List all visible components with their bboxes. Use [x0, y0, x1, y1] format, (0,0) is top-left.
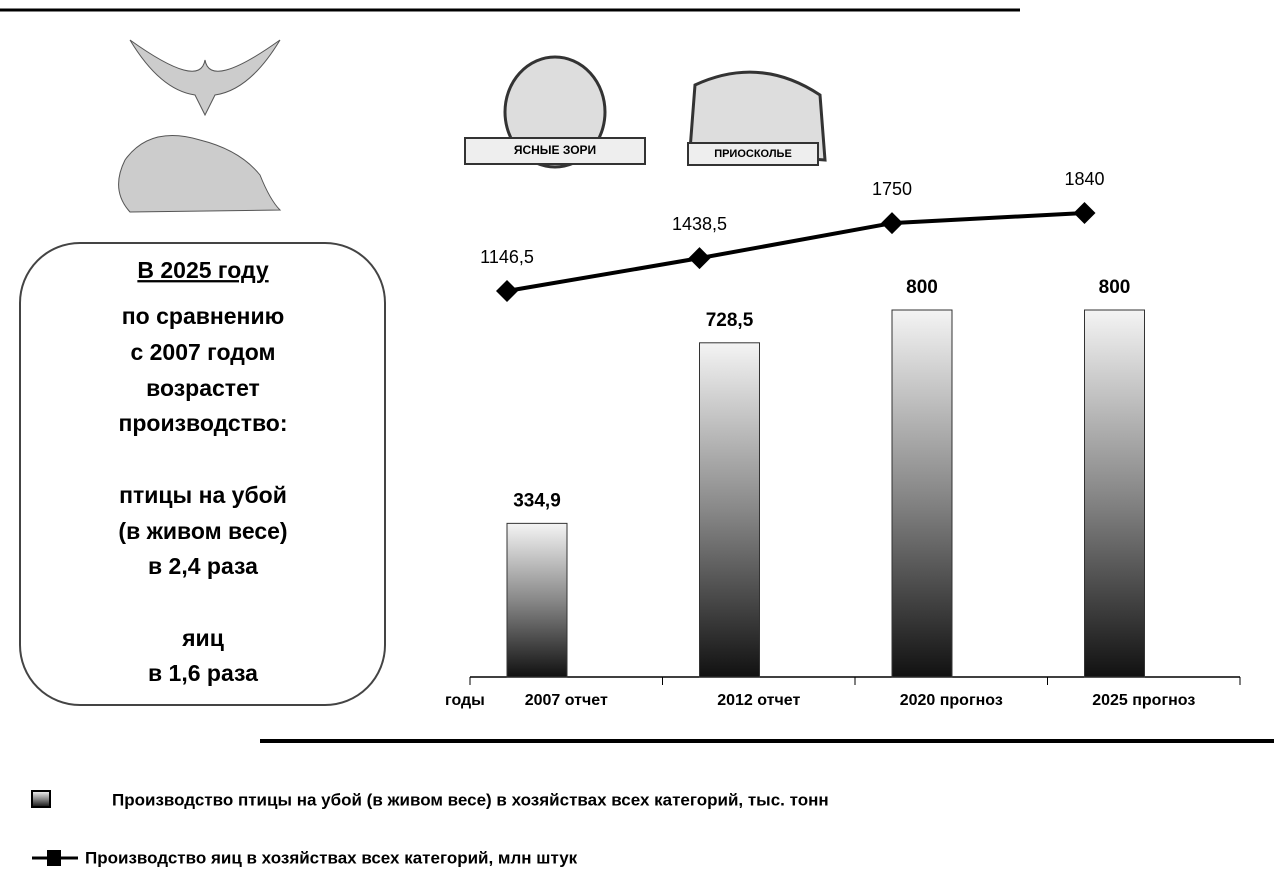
line-value-label: 1750 [872, 179, 912, 199]
line-value-label: 1146,5 [480, 247, 534, 267]
note-line: по сравнению [122, 303, 284, 329]
note-line: (в живом весе) [118, 518, 287, 544]
bar [891, 309, 953, 678]
bar-value-label: 334,9 [513, 490, 561, 511]
note-box [19, 242, 386, 706]
note-line: производство: [118, 410, 287, 436]
legend-swatch [47, 850, 61, 866]
bar-value-label: 800 [1099, 277, 1131, 298]
x-tick-label: 2007 отчет [525, 692, 608, 709]
x-tick-label: 2020 прогноз [900, 692, 1003, 709]
line-marker [496, 280, 518, 302]
legend-label: Производство птицы на убой (в живом весе… [112, 790, 829, 809]
note-line: в 1,6 раза [148, 660, 258, 686]
bar [699, 342, 760, 678]
note-line: яиц [181, 625, 224, 651]
line-marker [688, 247, 711, 270]
bar-value-label: 800 [906, 277, 938, 298]
logo-text: ПРИОСКОЛЬЕ [714, 148, 792, 160]
note-line: птицы на убой [119, 482, 287, 508]
legend: Производство птицы на убой (в живом весе… [31, 790, 829, 867]
logo: ЯСНЫЕ ЗОРИ ПРИОСКОЛЬЕ [464, 55, 827, 169]
bar [506, 522, 568, 678]
emblem [118, 39, 282, 213]
legend-label: Производство яиц в хозяйствах всех катег… [85, 848, 578, 867]
note-line: возрастет [146, 375, 260, 401]
legend-swatch [31, 790, 51, 808]
note-line: с 2007 годом [130, 339, 275, 365]
x-tick-label: 2012 отчет [717, 692, 800, 709]
note-line: в 2,4 раза [148, 553, 258, 579]
logo-text: ЯСНЫЕ ЗОРИ [514, 143, 596, 157]
x-tick-label: 2025 прогноз [1092, 692, 1195, 709]
line-value-label: 1438,5 [672, 214, 727, 234]
line-marker [1073, 202, 1096, 224]
line-marker [881, 212, 903, 235]
line-value-label: 1840 [1064, 169, 1104, 189]
note-line: В 2025 году [137, 257, 268, 283]
x-axis-label: годы [445, 692, 485, 709]
bar-value-label: 728,5 [706, 310, 754, 331]
note: В 2025 году по сравнению с 2007 годом возра… [118, 257, 287, 686]
bar [1084, 309, 1145, 678]
line-series [506, 211, 1085, 293]
